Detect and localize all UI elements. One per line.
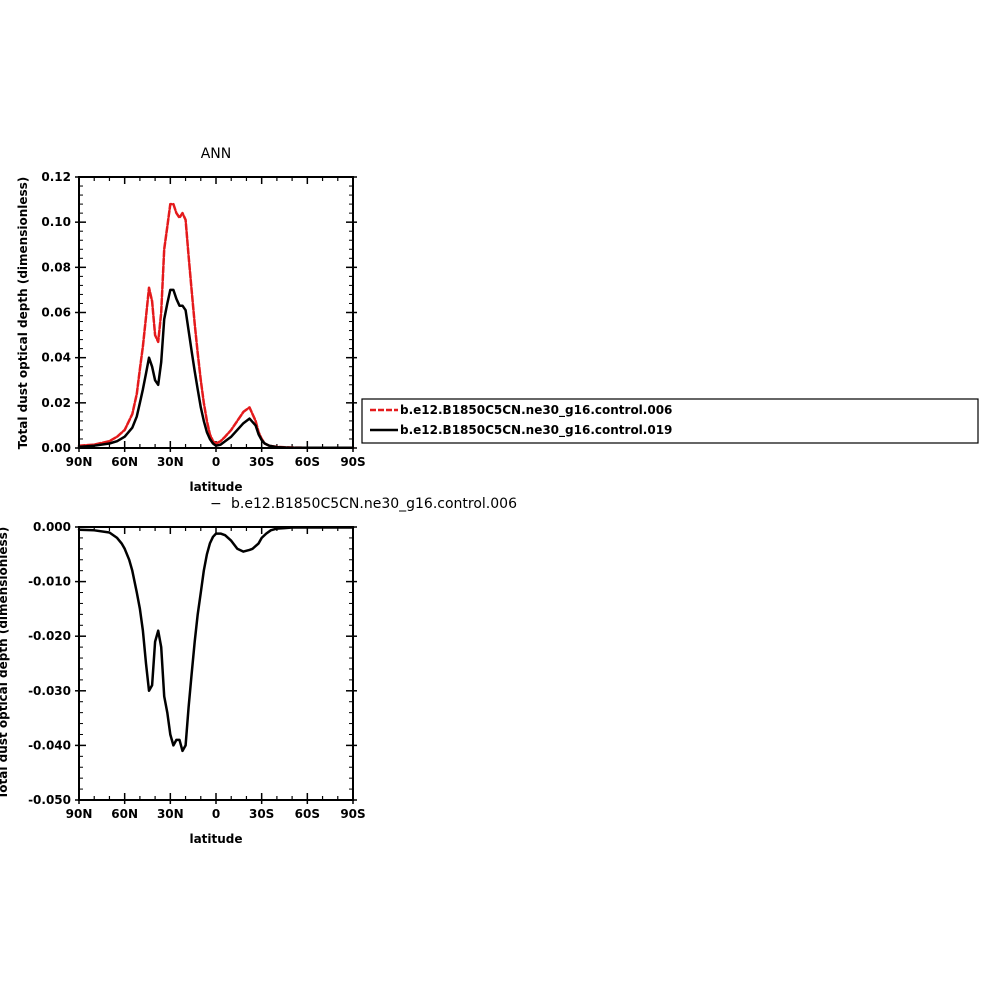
top-panel-ylabel: Total dust optical depth (dimensionless) bbox=[16, 177, 30, 450]
bottom-x-tick-label: 60S bbox=[295, 807, 320, 821]
bottom-y-tick-label: -0.020 bbox=[28, 629, 71, 643]
bottom-y-tick-label: 0.000 bbox=[33, 520, 71, 534]
top-x-tick-label: 60S bbox=[295, 455, 320, 469]
bottom-y-tick-label: -0.040 bbox=[28, 738, 71, 752]
legend-label-019: b.e12.B1850C5CN.ne30_g16.control.019 bbox=[400, 423, 672, 438]
bottom-x-tick-label: 0 bbox=[212, 807, 220, 821]
bottom-panel: − b.e12.B1850C5CN.ne30_g16.control.006 T… bbox=[0, 496, 517, 846]
bottom-y-tick-label: -0.050 bbox=[28, 793, 71, 807]
legend-label-006: b.e12.B1850C5CN.ne30_g16.control.006 bbox=[400, 403, 672, 418]
bottom-y-tick-label: -0.030 bbox=[28, 684, 71, 698]
top-x-tick-label: 30N bbox=[157, 455, 184, 469]
top-panel-lines bbox=[77, 202, 355, 450]
top-y-tick-label: 0.12 bbox=[41, 170, 71, 184]
bottom-y-tick-label: -0.010 bbox=[28, 575, 71, 589]
bottom-panel-frame bbox=[78, 526, 354, 801]
top-y-tick-label: 0.00 bbox=[41, 441, 71, 455]
bottom-x-tick-label: 60N bbox=[111, 807, 138, 821]
legend: b.e12.B1850C5CN.ne30_g16.control.006 b.e… bbox=[361, 398, 979, 444]
bottom-panel-title-prefix: − bbox=[210, 496, 222, 512]
bottom-x-tick-label: 90S bbox=[340, 807, 365, 821]
top-x-tick-label: 90S bbox=[340, 455, 365, 469]
top-panel-xlabel: latitude bbox=[189, 480, 242, 494]
top-panel: ANN Total dust optical depth (dimensionl… bbox=[16, 146, 366, 494]
bottom-series-line-0 bbox=[77, 526, 355, 753]
top-y-tick-label: 0.08 bbox=[41, 260, 71, 274]
top-y-tick-label: 0.06 bbox=[41, 306, 71, 320]
bottom-x-tick-label: 30N bbox=[157, 807, 184, 821]
top-x-tick-label: 0 bbox=[212, 455, 220, 469]
bottom-x-tick-label: 90N bbox=[66, 807, 93, 821]
top-y-tick-label: 0.02 bbox=[41, 396, 71, 410]
bottom-panel-xlabel: latitude bbox=[189, 832, 242, 846]
top-y-tick-label: 0.10 bbox=[41, 215, 71, 229]
top-x-tick-label: 30S bbox=[249, 455, 274, 469]
top-y-tick-label: 0.04 bbox=[41, 351, 71, 365]
legend-box bbox=[361, 398, 979, 444]
top-x-tick-label: 90N bbox=[66, 455, 93, 469]
top-x-tick-label: 60N bbox=[111, 455, 138, 469]
bottom-x-tick-label: 30S bbox=[249, 807, 274, 821]
bottom-panel-title: b.e12.B1850C5CN.ne30_g16.control.006 bbox=[231, 496, 517, 512]
top-panel-frame bbox=[78, 176, 354, 449]
top-series-line-1 bbox=[77, 288, 355, 450]
bottom-panel-lines bbox=[77, 526, 355, 753]
bottom-panel-ylabel: Total dust optical depth (dimensionless) bbox=[0, 527, 10, 800]
top-panel-title: ANN bbox=[201, 146, 232, 162]
